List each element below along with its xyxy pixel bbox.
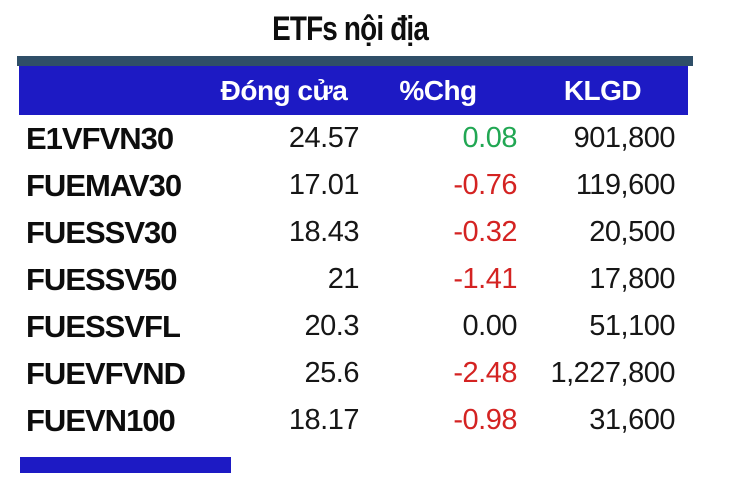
close-price-cell: 20.3 (304, 310, 360, 342)
close-price-cell: 18.17 (288, 404, 360, 436)
table-header-row: Đóng cửa %Chg KLGD (19, 66, 688, 115)
pct-change-cell: -0.32 (453, 216, 517, 248)
close-price-cell: 24.57 (288, 122, 360, 154)
page-title-wrap: ETFs nội địa (0, 10, 700, 49)
volume-cell: 119,600 (575, 169, 676, 201)
table-body: E1VFVN30 24.57 0.08 901,800 FUEMAV30 17.… (19, 115, 688, 444)
table-row: FUESSV50 21 -1.41 17,800 (19, 256, 688, 303)
next-section-header-fragment (20, 457, 231, 473)
ticker-cell: FUEVN100 (26, 402, 176, 438)
volume-cell: 17,800 (589, 263, 675, 295)
volume-cell: 51,100 (589, 310, 675, 342)
ticker-cell: FUESSV30 (26, 214, 178, 250)
volume-cell: 31,600 (589, 404, 675, 436)
ticker-cell: FUESSV50 (26, 261, 178, 297)
table-row: FUESSV30 18.43 -0.32 20,500 (19, 209, 688, 256)
close-price-cell: 17.01 (288, 169, 360, 201)
pct-change-cell: -0.98 (453, 404, 517, 436)
table-top-border (17, 56, 693, 66)
pct-change-cell: -0.76 (453, 169, 517, 201)
table-row: FUEMAV30 17.01 -0.76 119,600 (19, 162, 688, 209)
pct-change-cell: 0.00 (462, 310, 518, 342)
volume-cell: 901,800 (573, 122, 676, 154)
table-row: E1VFVN30 24.57 0.08 901,800 (19, 115, 688, 162)
close-price-cell: 18.43 (288, 216, 360, 248)
pct-change-cell: 0.08 (462, 122, 518, 154)
page-title: ETFs nội địa (272, 10, 429, 48)
header-close: Đóng cửa (220, 74, 348, 106)
ticker-cell: E1VFVN30 (26, 120, 174, 156)
header-pct-change: %Chg (399, 74, 477, 106)
table-row: FUESSVFL 20.3 0.00 51,100 (19, 303, 688, 350)
ticker-cell: FUEVFVND (26, 355, 186, 391)
volume-cell: 1,227,800 (550, 357, 675, 389)
ticker-cell: FUESSVFL (26, 308, 181, 344)
close-price-cell: 21 (327, 263, 360, 295)
ticker-cell: FUEMAV30 (26, 167, 182, 203)
pct-change-cell: -2.48 (453, 357, 517, 389)
header-volume: KLGD (563, 74, 642, 106)
volume-cell: 20,500 (589, 216, 675, 248)
table-row: FUEVFVND 25.6 -2.48 1,227,800 (19, 350, 688, 397)
close-price-cell: 25.6 (304, 357, 360, 389)
pct-change-cell: -1.41 (453, 263, 517, 295)
table-row: FUEVN100 18.17 -0.98 31,600 (19, 397, 688, 444)
